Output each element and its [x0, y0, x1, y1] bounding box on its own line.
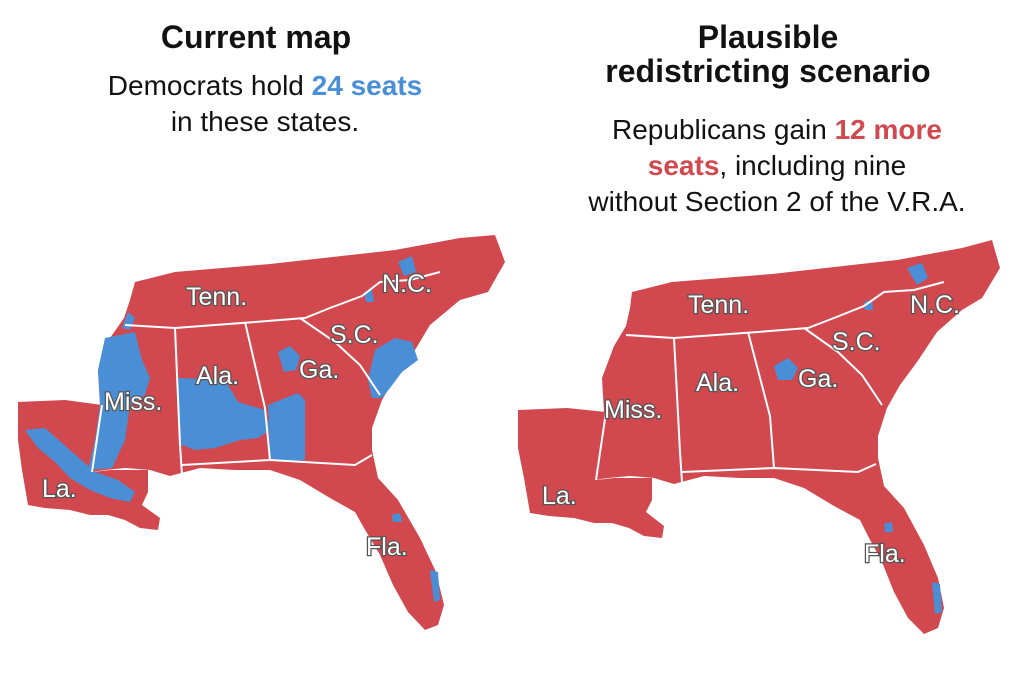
state-label-la: La.: [542, 482, 577, 510]
state-label-ga: Ga.: [798, 365, 838, 393]
southeast-land: [594, 240, 1000, 634]
district-nc-raleigh: [398, 256, 416, 276]
state-label-tenn: Tenn.: [688, 291, 749, 319]
state-label-sc: S.C.: [832, 328, 881, 356]
louisiana-land: [518, 408, 664, 538]
state-borders: [595, 281, 945, 483]
district-fla-south: [932, 582, 942, 614]
state-label-la: La.: [42, 475, 77, 503]
district-nc-charlotte: [864, 300, 873, 310]
state-label-fla: Fla.: [864, 540, 906, 568]
southeast-states-map: Tenn. N.C. S.C. Ga. Ala. Miss. La. Fla.: [18, 235, 505, 630]
district-ga-atlanta: [278, 346, 300, 372]
current-map-panel: Current map Democrats hold 24 seats in t…: [18, 19, 505, 630]
district-ga-southwest: [268, 393, 305, 462]
district-nc-raleigh: [907, 263, 928, 285]
state-label-sc: S.C.: [330, 321, 379, 349]
state-label-miss: Miss.: [104, 388, 162, 416]
current-map-title: Current map: [160, 19, 352, 55]
state-label-nc: N.C.: [910, 291, 960, 319]
district-ala-blackbelt: [178, 378, 270, 450]
state-label-ala: Ala.: [196, 362, 239, 390]
current-map-subtitle: Democrats hold 24 seats in these states.: [107, 70, 423, 137]
district-fla-orlando: [392, 513, 402, 522]
current-map: Tenn. N.C. S.C. Ga. Ala. Miss. La. Fla.: [18, 235, 505, 630]
republican-seat-gain: 12 more: [834, 114, 942, 145]
scenario-map: Tenn. N.C. S.C. Ga. Ala. Miss. La. Fla.: [518, 240, 1000, 634]
state-label-tenn: Tenn.: [186, 283, 247, 311]
district-ga-atlanta: [774, 358, 798, 380]
state-label-ga: Ga.: [299, 356, 339, 384]
state-label-miss: Miss.: [604, 396, 662, 424]
scenario-title: Plausible redistricting scenario: [605, 19, 931, 89]
state-borders: [91, 271, 441, 476]
district-fla-orlando: [884, 522, 893, 532]
scenario-subtitle: Republicans gain 12 more seats, includin…: [588, 114, 966, 217]
state-label-nc: N.C.: [382, 270, 432, 298]
scenario-map-panel: Plausible redistricting scenario Republi…: [512, 0, 1024, 678]
democrat-seats-count: 24 seats: [311, 70, 423, 101]
southeast-states-map: Tenn. N.C. S.C. Ga. Ala. Miss. La. Fla.: [518, 240, 1000, 634]
district-la-2: [25, 428, 135, 502]
district-fla-south: [430, 570, 440, 602]
state-label-fla: Fla.: [366, 533, 408, 561]
district-sc-6: [368, 338, 418, 398]
district-miss-delta: [88, 332, 150, 470]
state-label-ala: Ala.: [696, 369, 739, 397]
